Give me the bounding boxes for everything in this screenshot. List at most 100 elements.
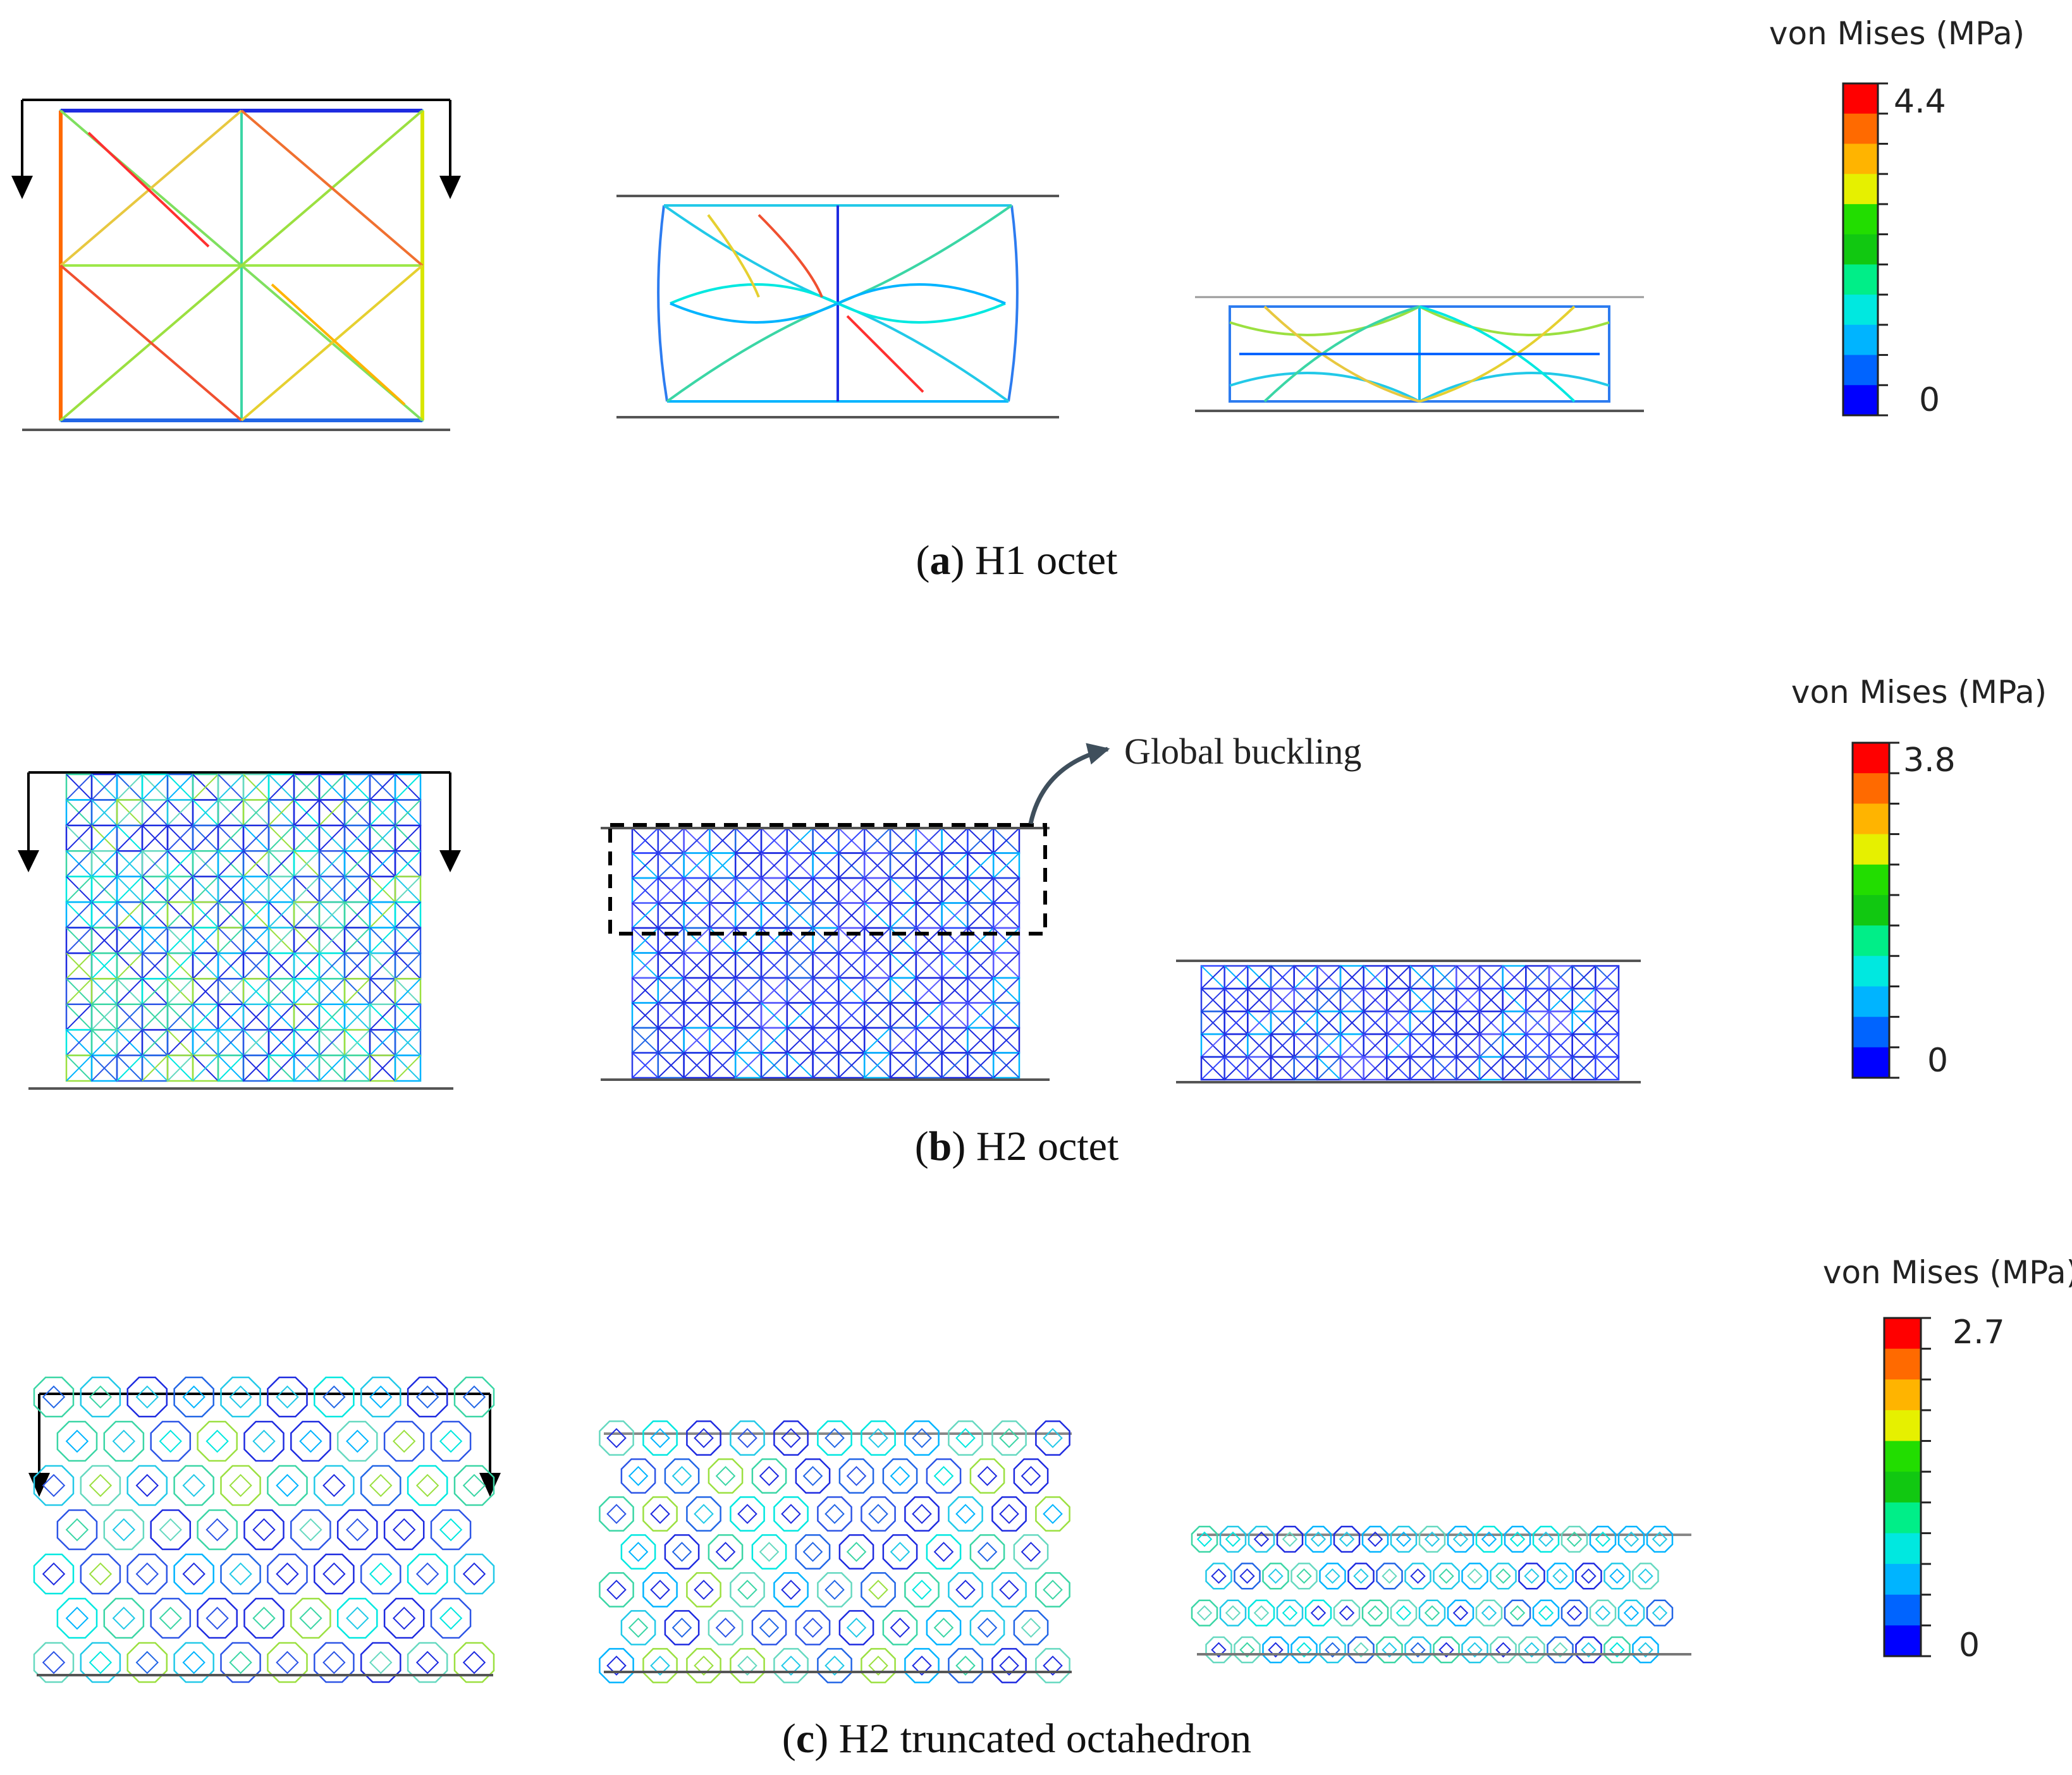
truncated-cell xyxy=(360,1376,402,1418)
truncated-cell xyxy=(1205,1636,1232,1664)
truncated-cell xyxy=(1390,1599,1418,1626)
strut xyxy=(91,1054,118,1082)
strut xyxy=(683,827,711,854)
square-face xyxy=(1043,1656,1063,1676)
square-face xyxy=(1410,1642,1426,1658)
square-face xyxy=(1211,1568,1227,1584)
square-face xyxy=(977,1618,998,1638)
truncated-cell xyxy=(220,1376,261,1418)
square-face xyxy=(606,1656,627,1676)
colorbar-b xyxy=(1851,741,1899,1079)
strut xyxy=(735,852,762,879)
square-face xyxy=(1339,1605,1355,1621)
strut xyxy=(1270,1011,1295,1035)
square-face xyxy=(977,1542,998,1562)
strut xyxy=(993,877,1020,904)
colorbar-segment xyxy=(1884,1379,1921,1411)
square-face xyxy=(825,1428,845,1448)
strut xyxy=(192,1029,219,1056)
square-face xyxy=(694,1656,714,1676)
truncated-cell xyxy=(243,1597,285,1639)
strut xyxy=(66,1004,92,1030)
square-face xyxy=(369,1473,393,1497)
strut-cell xyxy=(394,1054,422,1082)
square-face xyxy=(1367,1531,1383,1547)
strut xyxy=(218,1004,244,1030)
strut xyxy=(1595,1034,1619,1058)
square-face xyxy=(1268,1568,1284,1584)
truncated-cell xyxy=(1575,1563,1602,1590)
square-face xyxy=(1410,1568,1426,1584)
truncated-cell xyxy=(1304,1599,1332,1626)
square-face xyxy=(1566,1605,1583,1621)
strut xyxy=(142,825,168,851)
truncated-cell xyxy=(1646,1525,1674,1553)
square-face xyxy=(159,1518,182,1542)
strut xyxy=(1571,1034,1597,1058)
strut xyxy=(293,978,320,1005)
strut xyxy=(268,774,295,801)
strut xyxy=(167,875,193,903)
truncated-cell xyxy=(904,1572,940,1607)
truncated-cell xyxy=(642,1648,678,1683)
strut xyxy=(293,774,320,801)
truncated-cell xyxy=(1447,1599,1474,1626)
truncated-cell xyxy=(220,1553,261,1595)
strut xyxy=(735,1052,762,1078)
strut xyxy=(1316,1011,1341,1035)
strut xyxy=(890,902,917,929)
strut xyxy=(344,799,371,826)
colorbar-segment xyxy=(1884,1502,1921,1534)
strut xyxy=(632,877,659,904)
strut xyxy=(1571,988,1597,1012)
strut xyxy=(1595,965,1619,989)
truncated-cell xyxy=(686,1420,721,1456)
truncated-cell xyxy=(383,1597,425,1639)
square-face xyxy=(802,1542,823,1562)
truncated-cell xyxy=(599,1572,634,1607)
strut xyxy=(167,901,193,929)
strut xyxy=(632,1002,659,1028)
strut xyxy=(369,927,396,954)
square-face xyxy=(1509,1605,1526,1621)
caption-a: (a) H1 octet xyxy=(916,537,1118,583)
colorbar-frame xyxy=(1851,741,1891,1079)
truncated-cell xyxy=(620,1458,656,1494)
truncated-cell xyxy=(220,1642,261,1683)
colorbar-segment xyxy=(1843,324,1878,356)
square-face xyxy=(299,1518,322,1542)
strut xyxy=(243,901,269,929)
strut xyxy=(1293,1056,1318,1080)
strut xyxy=(142,978,168,1005)
strut xyxy=(344,850,371,877)
caption-text-c: H2 truncated octahedron xyxy=(839,1716,1251,1762)
strut xyxy=(916,952,943,979)
strut xyxy=(268,1054,295,1082)
square-face xyxy=(650,1656,670,1676)
truncated-cell xyxy=(599,1648,634,1683)
square-face xyxy=(1524,1642,1540,1658)
strut xyxy=(395,774,421,801)
square-face xyxy=(1481,1531,1497,1547)
strut xyxy=(142,799,168,826)
truncated-cell xyxy=(80,1642,121,1683)
load-arrow-right xyxy=(439,100,461,199)
square-face xyxy=(1367,1605,1383,1621)
strut xyxy=(993,852,1020,879)
truncated-cell xyxy=(1518,1636,1545,1664)
truncated-cell xyxy=(686,1496,721,1532)
strut xyxy=(218,799,244,826)
square-face xyxy=(1382,1642,1397,1658)
annotation-global-buckling: Global buckling xyxy=(1124,731,1361,772)
strut xyxy=(1409,1011,1434,1035)
caption-letter-c: c xyxy=(796,1716,814,1762)
strut xyxy=(369,1029,396,1056)
strut xyxy=(268,875,295,903)
strut xyxy=(91,825,118,851)
strut xyxy=(1316,1056,1341,1080)
square-face xyxy=(1395,1531,1412,1547)
square-face xyxy=(999,1504,1019,1524)
truncated-cell xyxy=(773,1572,809,1607)
truncated-cell xyxy=(173,1642,214,1683)
strut xyxy=(1548,1034,1573,1058)
